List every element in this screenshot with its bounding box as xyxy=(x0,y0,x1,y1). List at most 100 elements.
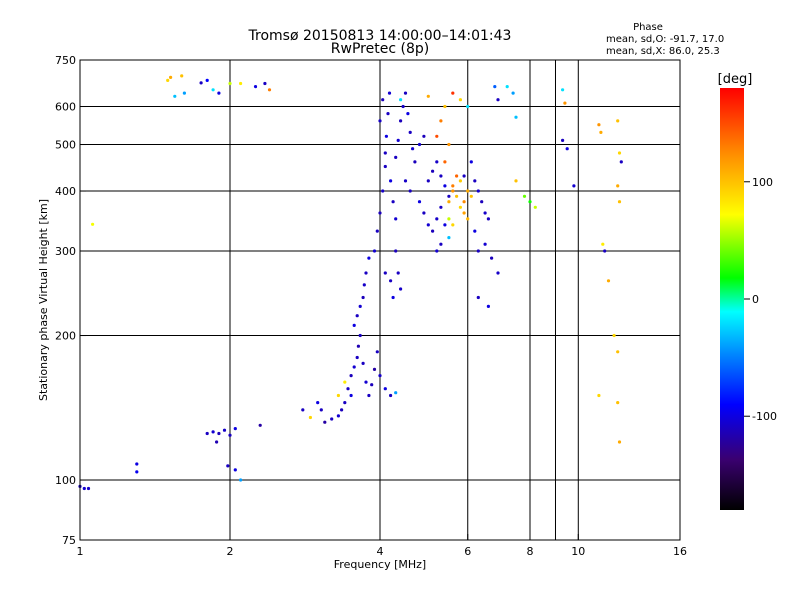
phase-mean-x: mean, sd,X: 86.0, 25.3 xyxy=(606,46,720,57)
data-point xyxy=(316,401,320,405)
colorbar-label: [deg] xyxy=(718,72,753,87)
data-point xyxy=(528,200,532,204)
data-point xyxy=(355,355,359,360)
data-point xyxy=(399,98,403,102)
data-point xyxy=(364,380,368,384)
data-point xyxy=(135,462,139,466)
data-point xyxy=(466,217,470,221)
data-point xyxy=(493,85,497,89)
data-point xyxy=(378,119,382,123)
y-tick-label: 100 xyxy=(55,474,76,487)
y-tick-label: 400 xyxy=(55,185,76,198)
data-point xyxy=(343,401,347,405)
data-point xyxy=(169,75,173,79)
data-point xyxy=(565,147,569,151)
data-point xyxy=(408,130,412,134)
data-point xyxy=(173,94,177,98)
colorbar-ticks: 100 0 -100 xyxy=(744,176,777,423)
data-point xyxy=(473,179,477,183)
data-point xyxy=(217,91,221,95)
data-point xyxy=(319,408,323,412)
data-point xyxy=(514,179,518,183)
data-point xyxy=(330,417,334,421)
data-point xyxy=(166,78,170,82)
data-point xyxy=(389,279,393,283)
data-point xyxy=(426,223,430,227)
x-tick-label: 16 xyxy=(673,545,687,558)
data-point xyxy=(199,81,203,85)
colorbar xyxy=(720,88,744,510)
data-point xyxy=(239,478,243,482)
phase-heading: Phase xyxy=(633,22,663,33)
data-point xyxy=(476,249,480,253)
data-point xyxy=(597,393,601,398)
data-point xyxy=(490,256,494,260)
data-point xyxy=(91,222,95,226)
data-point xyxy=(403,179,408,183)
data-point xyxy=(443,223,447,227)
data-point xyxy=(447,194,451,198)
data-point xyxy=(443,104,447,109)
data-point xyxy=(391,295,395,300)
data-point xyxy=(616,119,620,123)
data-point xyxy=(372,367,377,371)
data-point xyxy=(205,431,209,436)
phase-mean-o: mean, sd,O: -91.7, 17.0 xyxy=(606,34,724,45)
data-point xyxy=(435,134,439,138)
data-point xyxy=(394,249,398,253)
data-point xyxy=(447,217,451,221)
data-point xyxy=(384,134,388,138)
data-point xyxy=(352,323,356,327)
data-point xyxy=(561,88,565,92)
data-point xyxy=(358,304,362,308)
data-point xyxy=(367,393,371,398)
data-point xyxy=(222,428,227,432)
data-point xyxy=(211,430,215,434)
data-point xyxy=(599,130,603,134)
grid-lines xyxy=(80,60,680,540)
data-point xyxy=(361,361,365,365)
y-tick-label: 300 xyxy=(55,245,76,258)
data-point xyxy=(239,81,243,86)
data-point xyxy=(480,200,484,204)
data-point xyxy=(496,98,500,102)
data-point xyxy=(389,393,393,398)
data-point xyxy=(462,174,466,178)
data-point xyxy=(408,189,412,193)
data-point xyxy=(381,189,385,193)
data-point xyxy=(476,295,480,300)
data-point xyxy=(346,387,350,391)
data-point xyxy=(253,85,258,89)
x-axis-label: Frequency [MHz] xyxy=(334,558,426,571)
y-tick-label: 750 xyxy=(55,54,76,67)
data-point xyxy=(435,249,439,253)
data-point xyxy=(451,184,455,188)
data-point xyxy=(387,91,392,95)
data-point xyxy=(496,271,500,275)
data-point xyxy=(443,160,447,164)
data-point xyxy=(426,94,430,98)
data-point xyxy=(301,408,305,412)
data-point xyxy=(403,91,408,95)
data-point xyxy=(439,119,443,123)
data-point xyxy=(378,374,382,378)
data-point xyxy=(389,179,393,183)
data-point xyxy=(597,123,601,127)
data-point xyxy=(228,81,232,86)
data-point xyxy=(451,189,455,193)
data-point xyxy=(514,115,518,119)
data-point xyxy=(483,211,487,215)
data-point xyxy=(422,134,426,138)
data-point xyxy=(458,205,462,209)
data-point xyxy=(447,236,451,240)
data-point xyxy=(383,271,387,275)
data-point xyxy=(358,333,362,338)
data-point xyxy=(617,151,622,155)
colorbar-tick-label: 100 xyxy=(752,176,773,189)
data-point xyxy=(417,200,422,204)
data-point xyxy=(308,415,312,420)
data-point xyxy=(612,333,616,338)
data-point xyxy=(349,393,353,398)
y-axis-ticks: 75 100 200 300 400 500 600 750 xyxy=(55,54,86,547)
data-point xyxy=(352,365,356,369)
